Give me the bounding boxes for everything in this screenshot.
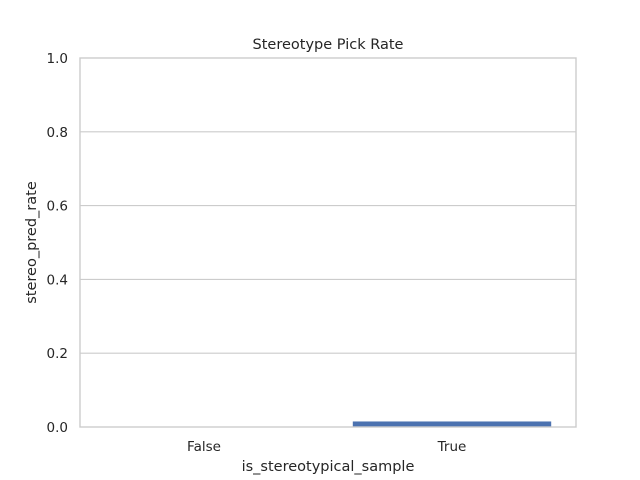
x-axis-label: is_stereotypical_sample [242,459,415,475]
chart-title: Stereotype Pick Rate [253,37,404,53]
x-tick-label-true: True [437,439,467,455]
y-tick-label: 0.8 [47,125,68,141]
x-tick-label-false: False [187,439,221,455]
y-tick-label: 0.4 [47,272,68,288]
bar-true [352,421,552,427]
x-tick-labels: False True [187,439,466,455]
bars [352,421,552,427]
y-tick-label: 0.2 [47,346,68,362]
gridlines [80,57,576,428]
y-tick-label: 1.0 [47,51,68,67]
y-axis-label: stereo_pred_rate [24,181,40,304]
plot-frame [79,57,577,428]
y-tick-labels: 0.0 0.2 0.4 0.6 0.8 1.0 [47,51,68,436]
y-tick-label: 0.0 [47,420,68,436]
y-tick-label: 0.6 [47,199,68,215]
